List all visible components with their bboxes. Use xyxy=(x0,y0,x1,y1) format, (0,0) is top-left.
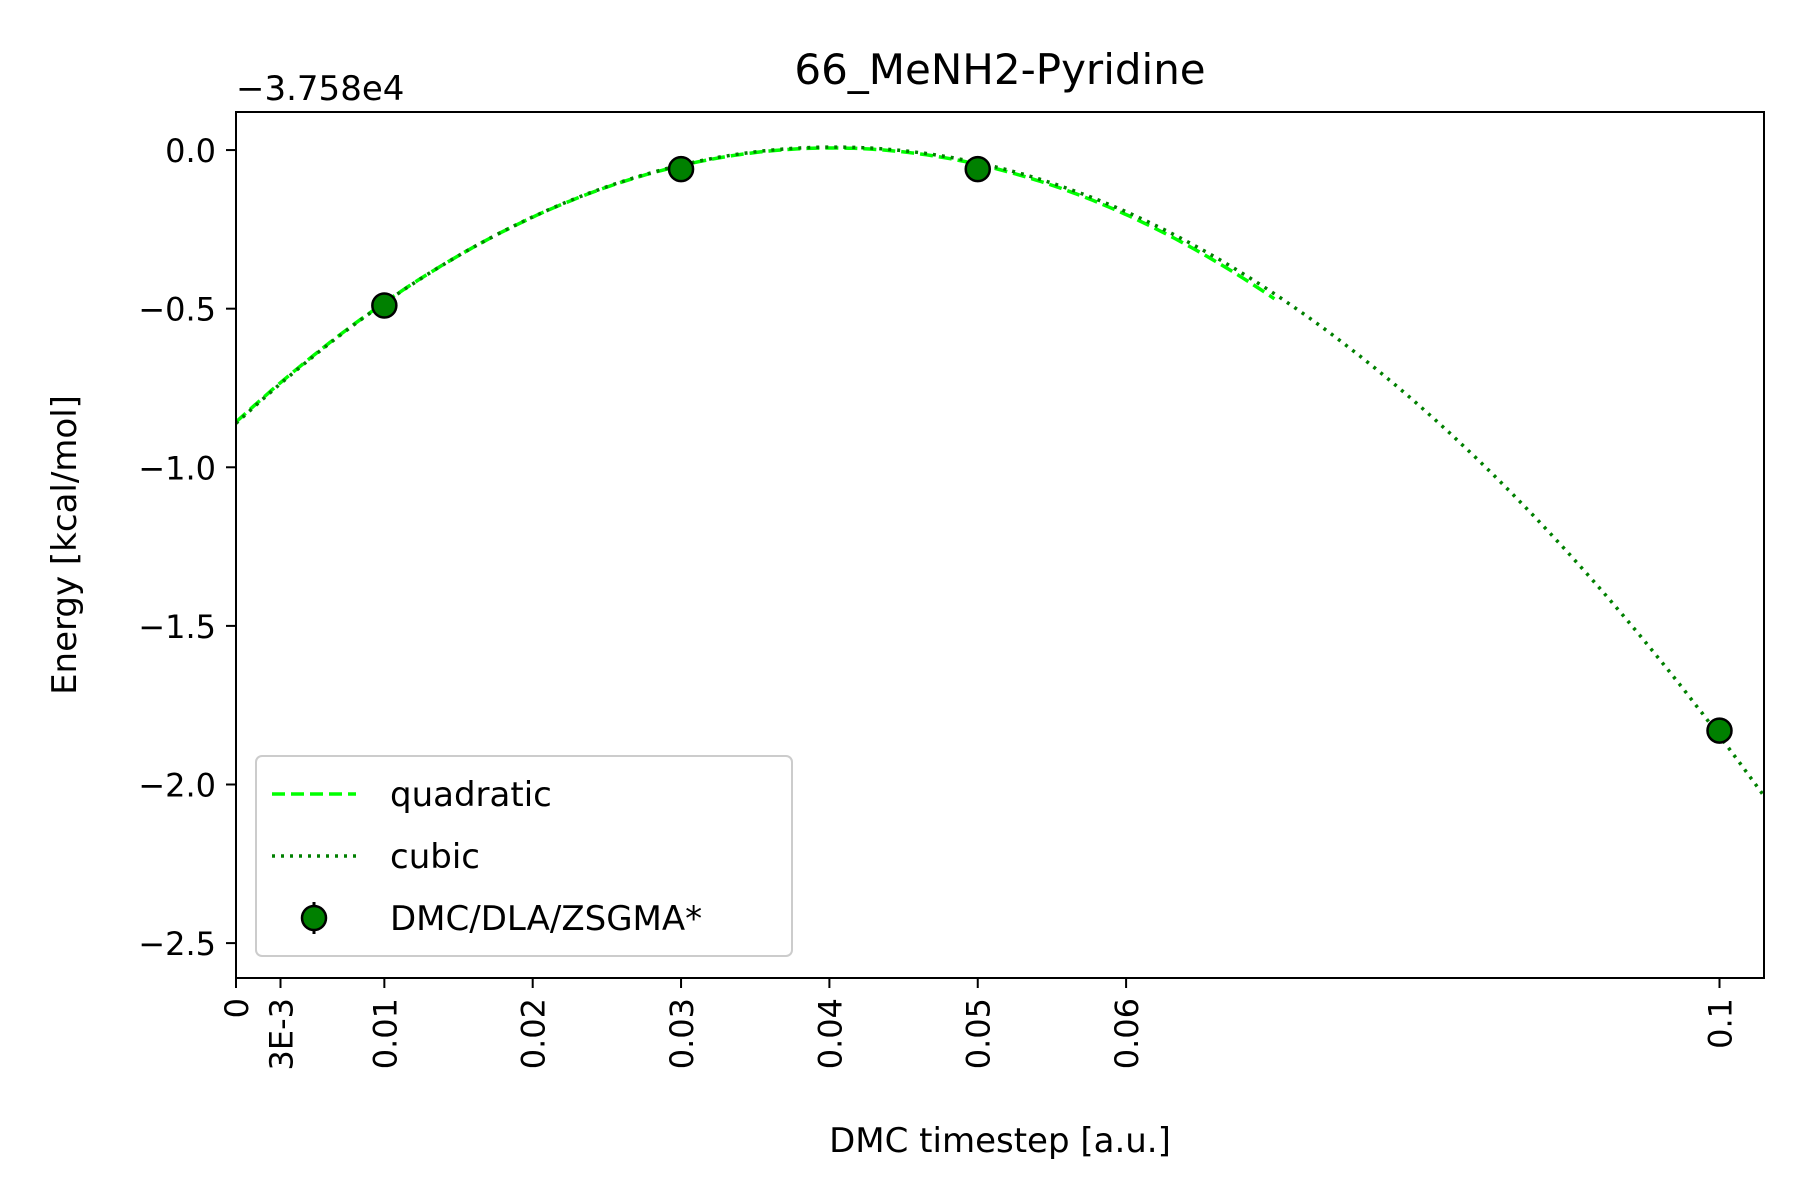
x-tick-label: 0 xyxy=(218,998,256,1018)
y-axis-label: Energy [kcal/mol] xyxy=(45,395,85,695)
series-quadratic-line xyxy=(234,146,1276,424)
legend-dmc-label: DMC/DLA/ZSGMA* xyxy=(390,899,702,939)
x-tick-label: 0.01 xyxy=(366,998,404,1069)
x-tick-label: 0.03 xyxy=(663,998,701,1069)
y-tick-label: −2.0 xyxy=(138,766,216,804)
y-tick-label: −1.5 xyxy=(138,608,216,646)
data-points xyxy=(371,155,1733,744)
y-tick-label: −2.5 xyxy=(138,925,216,963)
y-tick-label: −0.5 xyxy=(138,291,216,329)
x-tick-label: 0.1 xyxy=(1701,998,1739,1049)
x-tick-label: 0.05 xyxy=(960,998,998,1069)
y-offset-label: −3.758e4 xyxy=(236,69,404,109)
data-point xyxy=(667,155,695,183)
x-axis-label: DMC timestep [a.u.] xyxy=(829,1121,1171,1161)
x-tick-label: 0.04 xyxy=(811,998,849,1069)
plot-frame xyxy=(235,111,1765,979)
x-tick-label: 3E-3 xyxy=(263,998,301,1070)
x-tick-label: 0.06 xyxy=(1108,998,1146,1069)
legend-box xyxy=(255,755,793,957)
x-tick-label: 0.02 xyxy=(515,998,553,1069)
y-axis-ticks: 0.0 −0.5 −1.0 −1.5 −2.0 −2.5 xyxy=(138,132,236,963)
data-point xyxy=(1706,717,1733,744)
legend: quadratic cubic DMC/DLA/ZSGMA* xyxy=(255,755,793,957)
chart-title: 66_MeNH2-Pyridine xyxy=(794,45,1205,94)
legend-cubic-label: cubic xyxy=(390,837,480,877)
data-point xyxy=(964,155,991,183)
data-point xyxy=(371,292,398,319)
y-tick-label: 0.0 xyxy=(165,132,216,170)
legend-quadratic-label: quadratic xyxy=(390,775,552,815)
series-cubic-line xyxy=(234,145,1766,798)
y-tick-label: −1.0 xyxy=(138,449,216,487)
legend-marker xyxy=(300,904,328,932)
x-axis-ticks: 0 3E-3 0.01 0.02 0.03 0.04 0.05 0.06 0.1 xyxy=(218,978,1739,1070)
fit-curves xyxy=(234,145,1766,798)
